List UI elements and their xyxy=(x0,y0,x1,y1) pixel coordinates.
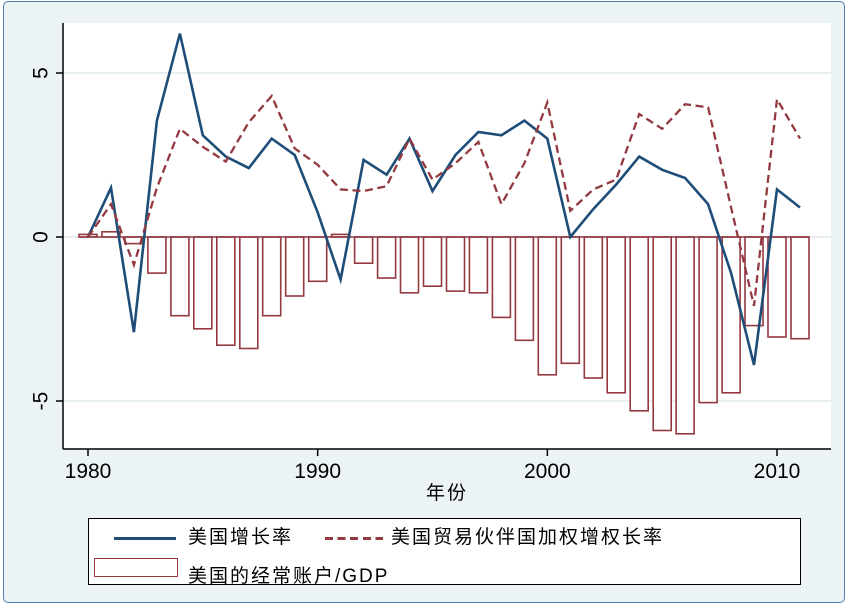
current-account-bar xyxy=(422,236,443,288)
current-account-bar xyxy=(170,236,190,317)
y-tick-label: 0 xyxy=(30,231,53,243)
x-axis-title: 年份 xyxy=(426,482,468,504)
x-tick-label: 2000 xyxy=(524,460,571,483)
current-account-bar xyxy=(629,236,650,412)
current-account-bar xyxy=(261,236,282,317)
partners-growth-dash-swatch xyxy=(325,537,383,540)
legend-label-current-account: 美国的经常账户/GDP xyxy=(188,566,390,587)
current-account-bar xyxy=(399,236,420,294)
current-account-bar xyxy=(193,236,213,330)
current-account-bar xyxy=(147,236,167,274)
legend-label-us-growth: 美国增长率 xyxy=(188,527,294,548)
legend-label-partners-growth: 美国贸易伙伴国加权增权长率 xyxy=(391,527,665,548)
y-tick-label: -5 xyxy=(30,392,53,411)
current-account-bar xyxy=(537,236,558,376)
current-account-bar xyxy=(284,236,305,297)
current-account-bar xyxy=(514,236,535,342)
current-account-bar xyxy=(307,236,328,283)
legend-box: 美国增长率 美国贸易伙伴国加权增权长率 美国的经常账户/GDP xyxy=(88,518,801,587)
current-account-bar-swatch xyxy=(94,558,178,577)
current-account-bar xyxy=(445,236,466,292)
partners-growth-line xyxy=(87,93,801,307)
current-account-bar xyxy=(767,236,787,338)
current-account-bar xyxy=(216,236,236,346)
current-account-bar xyxy=(675,236,695,435)
y-tick-label: 5 xyxy=(30,67,53,79)
current-account-bar xyxy=(583,236,604,379)
current-account-bar xyxy=(491,236,512,319)
current-account-bar xyxy=(698,236,718,404)
current-account-bar xyxy=(560,236,581,365)
us-growth-line xyxy=(86,33,801,366)
current-account-bar xyxy=(239,236,259,350)
x-tick-label: 1980 xyxy=(65,460,112,483)
current-account-bar xyxy=(376,236,397,279)
current-account-bar xyxy=(468,236,489,294)
us-growth-line-swatch xyxy=(114,537,176,540)
x-tick-label: 2010 xyxy=(754,460,801,483)
x-tick-label: 1990 xyxy=(294,460,341,483)
current-account-bar xyxy=(790,236,810,340)
current-account-bar xyxy=(721,236,741,394)
current-account-bar xyxy=(652,236,673,432)
current-account-bar xyxy=(353,236,374,265)
current-account-bar xyxy=(606,236,627,394)
